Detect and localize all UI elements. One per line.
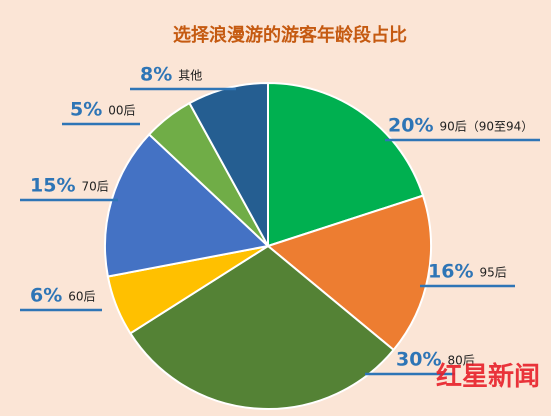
watermark: 红星新闻 [436, 361, 540, 392]
category-label: 60后 [68, 290, 95, 304]
category-label: 90后（90至94） [439, 120, 533, 134]
category-label: 80后 [447, 354, 474, 368]
value-label: 8% [140, 64, 172, 86]
pie-slice [265, 194, 432, 352]
category-label: 70后 [81, 180, 108, 194]
value-label: 15% [30, 175, 75, 197]
value-label: 6% [30, 285, 62, 307]
value-label: 30% [396, 349, 441, 371]
pie-slice [267, 81, 425, 248]
chart-title: 选择浪漫游的游客年龄段占比 [173, 24, 407, 46]
category-label: 00后 [108, 104, 135, 118]
value-label: 16% [428, 261, 473, 283]
category-label: 95后 [479, 266, 506, 280]
value-label: 20% [388, 115, 433, 137]
category-label: 其他 [178, 69, 202, 83]
value-label: 5% [70, 99, 102, 121]
pie-slice [128, 244, 396, 410]
